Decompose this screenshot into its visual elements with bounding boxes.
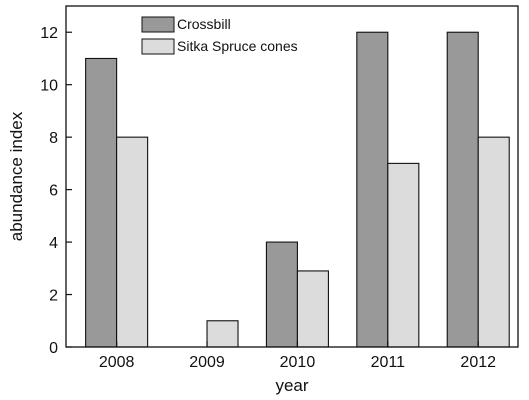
x-tick-label-2012: 2012 xyxy=(460,354,496,371)
y-tick-label-2: 2 xyxy=(49,288,58,305)
y-tick-label-6: 6 xyxy=(49,183,58,200)
x-axis-label: year xyxy=(275,376,308,395)
bar-sitka-spruce-cones-2011 xyxy=(387,162,420,348)
y-axis-label: abundance index xyxy=(7,111,26,241)
legend-label-sitka-spruce-cones: Sitka Spruce cones xyxy=(177,38,298,54)
plot-frame xyxy=(65,5,519,348)
legend-label-crossbill: Crossbill xyxy=(177,16,231,32)
legend: Crossbill Sitka Spruce cones xyxy=(141,16,298,55)
x-tick-label-2011: 2011 xyxy=(371,354,406,371)
bars-layer xyxy=(85,31,510,348)
bar-sitka-spruce-cones-2009 xyxy=(206,320,239,348)
bar-crossbill-2012 xyxy=(446,31,479,348)
x-tick-label-2009: 2009 xyxy=(189,354,225,371)
legend-swatch-crossbill xyxy=(141,16,175,33)
x-tick-label-2010: 2010 xyxy=(280,354,316,371)
y-tick-label-0: 0 xyxy=(49,340,58,357)
y-axis: 0 2 4 6 8 10 12 xyxy=(40,25,72,357)
y-tick-label-4: 4 xyxy=(49,235,58,252)
y-tick-label-8: 8 xyxy=(49,130,58,147)
legend-swatch-sitka-spruce-cones xyxy=(141,38,175,55)
bar-sitka-spruce-cones-2008 xyxy=(116,136,149,348)
bar-sitka-spruce-cones-2012 xyxy=(477,136,510,348)
bar-crossbill-2008 xyxy=(85,57,118,348)
y-tick-label-10: 10 xyxy=(40,78,58,95)
x-axis: 2008 2009 2010 2011 2012 xyxy=(99,341,496,371)
y-tick-label-12: 12 xyxy=(40,25,58,42)
bar-crossbill-2011 xyxy=(356,31,389,348)
bar-sitka-spruce-cones-2010 xyxy=(296,270,329,348)
x-tick-label-2008: 2008 xyxy=(99,354,135,371)
bar-crossbill-2010 xyxy=(265,241,298,348)
